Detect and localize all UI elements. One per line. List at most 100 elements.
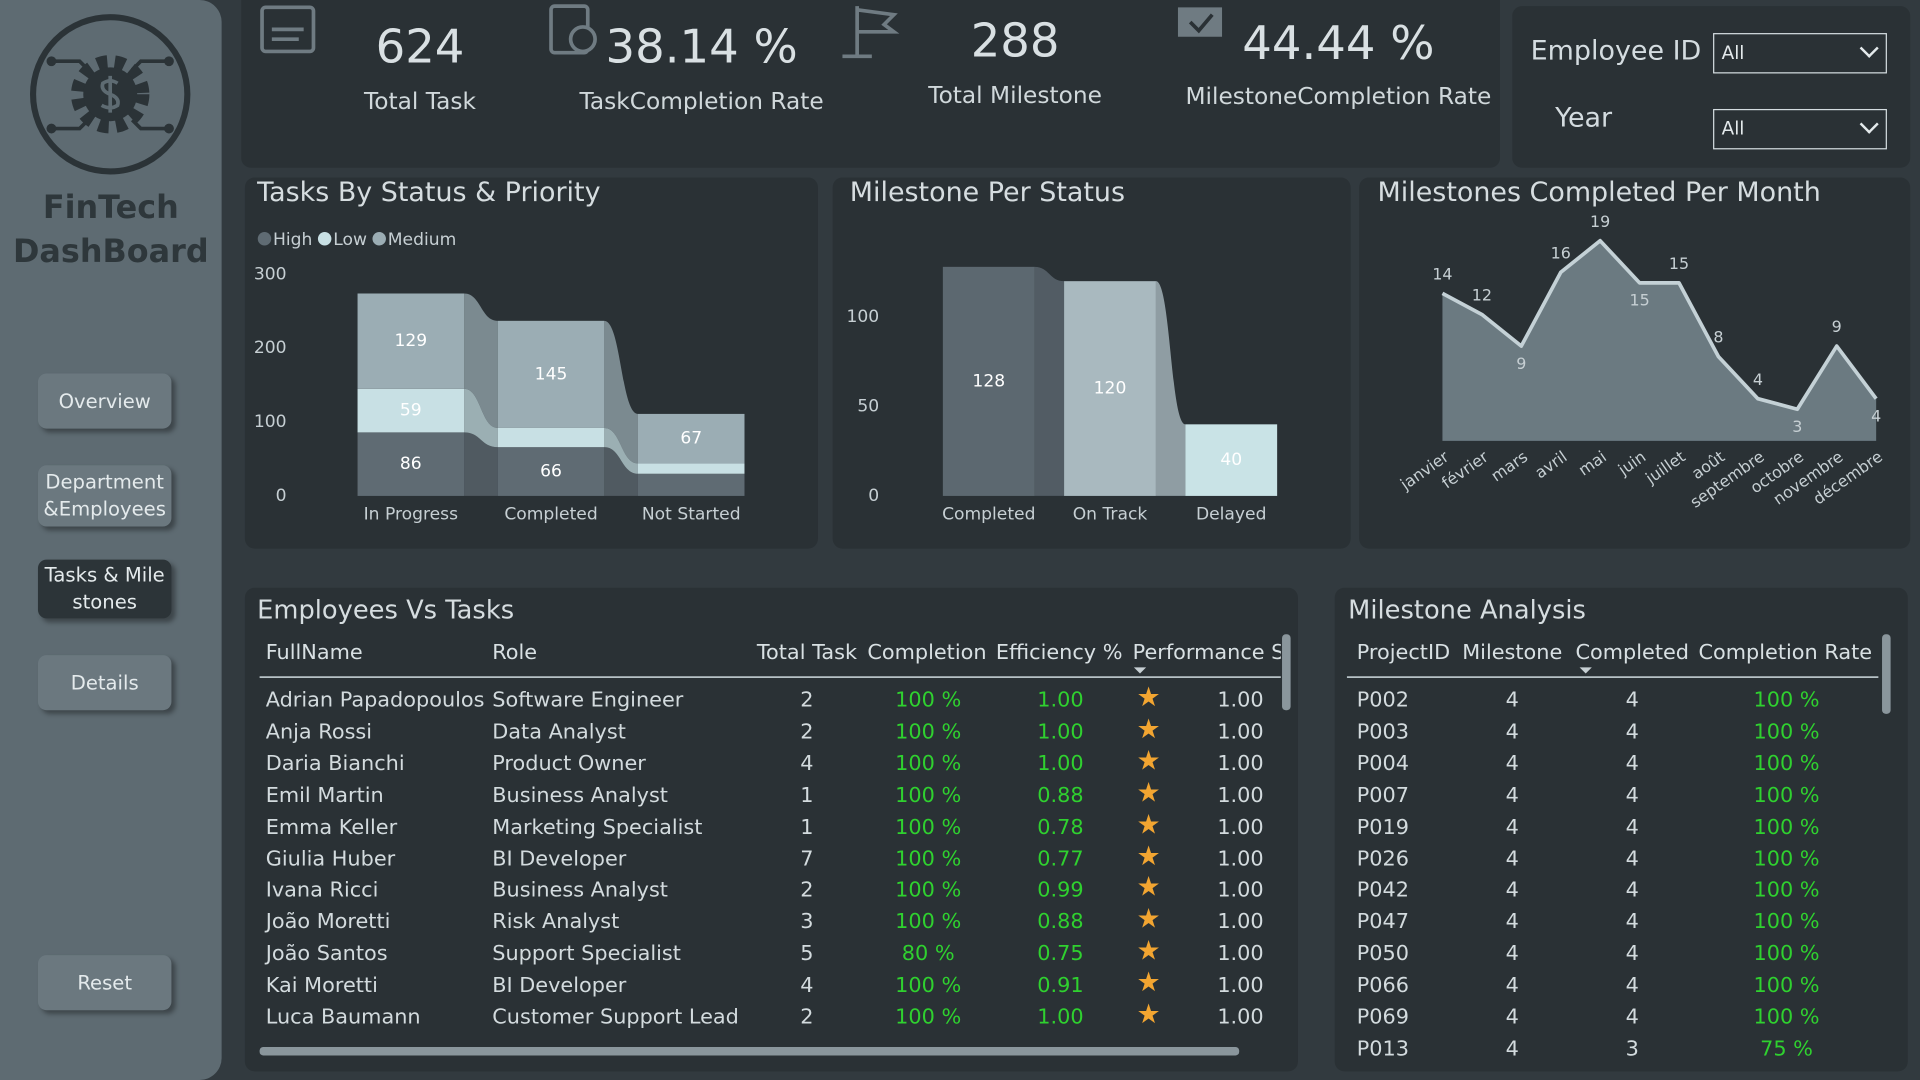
todo-icon-lines — [271, 27, 304, 42]
sort-indicator — [1133, 667, 1147, 674]
nav-button[interactable]: Details — [37, 655, 172, 711]
table-cell: 100 % — [895, 878, 962, 903]
table-cell: 1.00 — [1217, 719, 1264, 745]
performance-star: ★ — [1136, 841, 1161, 872]
table-cell: P004 — [1356, 751, 1410, 777]
table-cell: Business Analyst — [492, 783, 668, 808]
table-cell: 0.88 — [1037, 783, 1084, 808]
table-cell: 100 % — [895, 973, 962, 999]
table-cell: 100 % — [895, 783, 962, 808]
performance-star: ★ — [1136, 809, 1161, 841]
chart-title: Tasks By Status & Priority — [256, 177, 600, 208]
table-cell: Anja Rossi — [265, 719, 373, 745]
table-cell: 4 — [1505, 751, 1519, 777]
kpi-icons — [260, 4, 1223, 59]
table-cell: 100 % — [895, 815, 962, 840]
data-label: 8 — [1713, 328, 1723, 347]
y-tick-label: 200 — [254, 338, 287, 358]
table-cell: 100 % — [1753, 910, 1820, 935]
nav-button[interactable]: Tasks & Milestones — [37, 559, 172, 619]
table-cell: 100 % — [1753, 1005, 1820, 1030]
x-tick-label: Delayed — [1196, 504, 1267, 524]
data-label: 15 — [1629, 291, 1649, 310]
line — [1441, 238, 1878, 412]
scrollbar[interactable] — [259, 1046, 1240, 1056]
legend-label: Medium — [388, 230, 456, 250]
table-cell: 4 — [1625, 688, 1639, 713]
legend-label: High — [273, 230, 312, 250]
table-cell: 100 % — [1753, 846, 1820, 872]
table-cell: João Moretti — [265, 910, 391, 935]
performance-star: ★ — [1136, 999, 1161, 1031]
table-cell: 1.00 — [1037, 1005, 1084, 1030]
table-cell: 2 — [800, 719, 814, 745]
x-tick-label: On Track — [1073, 504, 1148, 524]
data-label: 129 — [394, 331, 427, 351]
data-label: 145 — [535, 364, 568, 384]
data-label: 3 — [1792, 417, 1802, 436]
x-tick-label: mars — [1487, 447, 1531, 486]
table-cell: 1.00 — [1037, 719, 1084, 745]
ribbon — [604, 447, 638, 496]
logo-node — [46, 123, 57, 134]
scrollbar[interactable] — [1282, 634, 1291, 711]
dropdown-chevron — [1859, 114, 1879, 134]
table-cell: Kai Moretti — [265, 973, 378, 999]
table-cell: 1.00 — [1217, 846, 1264, 872]
legend-label: Low — [333, 230, 367, 250]
x-tick-label: Completed — [504, 504, 597, 524]
ribbon — [464, 293, 498, 428]
table-cell: 100 % — [895, 688, 962, 713]
performance-star: ★ — [1136, 714, 1161, 745]
dropdown[interactable]: All — [1713, 108, 1887, 150]
table-cell: 4 — [1625, 973, 1639, 999]
scrollbar[interactable] — [1882, 634, 1891, 714]
reset-button[interactable]: Reset — [37, 955, 172, 1011]
table-cell: P066 — [1356, 973, 1410, 999]
dropdown-value: All — [1721, 41, 1745, 64]
ribbon — [604, 427, 638, 474]
table-cell: 1.00 — [1217, 688, 1264, 713]
column-header: Completion — [867, 640, 987, 665]
table-cell: 100 % — [1753, 815, 1820, 840]
table-cell: Adrian Papadopoulos — [265, 688, 485, 713]
table-title: Employees Vs Tasks — [257, 595, 515, 625]
table-cell: P003 — [1356, 719, 1410, 745]
column-header: ProjectID — [1356, 640, 1451, 665]
performance-star: ★ — [1136, 968, 1161, 999]
legend-marker — [317, 232, 332, 246]
table-cell: P069 — [1356, 1005, 1410, 1030]
dropdown[interactable]: All — [1713, 33, 1887, 74]
flag-icon-check — [1188, 13, 1214, 34]
table-cell: 100 % — [1753, 751, 1820, 777]
table-cell: 2 — [800, 688, 814, 713]
nav-button[interactable]: Department&Employees — [37, 465, 172, 527]
y-tick-label: 50 — [857, 396, 879, 416]
column-header: FullName — [265, 640, 363, 665]
kpi-label: Total Milestone — [928, 82, 1102, 109]
table-cell: BI Developer — [492, 973, 627, 999]
table-cell: 4 — [1505, 1005, 1519, 1030]
ribbon — [1155, 281, 1186, 496]
data-label: 59 — [400, 401, 422, 421]
data-label: 128 — [972, 371, 1005, 391]
column-header: Milestone — [1462, 640, 1563, 665]
data-label: 66 — [540, 462, 562, 482]
table-cell: 100 % — [895, 846, 962, 872]
nav-button[interactable]: Overview — [37, 373, 172, 429]
table-cell: 100 % — [895, 910, 962, 935]
table-cell: P026 — [1356, 846, 1410, 872]
table-cell: Luca Baumann — [265, 1005, 421, 1030]
table-cell: 0.78 — [1037, 815, 1084, 840]
bar-segment — [357, 293, 465, 389]
table-cell: 1.00 — [1217, 973, 1264, 999]
table-cell: 3 — [800, 910, 814, 935]
table-cell: 1 — [800, 815, 814, 840]
table-cell: P007 — [1356, 783, 1410, 808]
table-cell: Giulia Huber — [265, 846, 396, 872]
y-tick-label: 100 — [254, 412, 287, 432]
table-cell: 4 — [1505, 1037, 1519, 1062]
table-cell: 100 % — [1753, 719, 1820, 745]
